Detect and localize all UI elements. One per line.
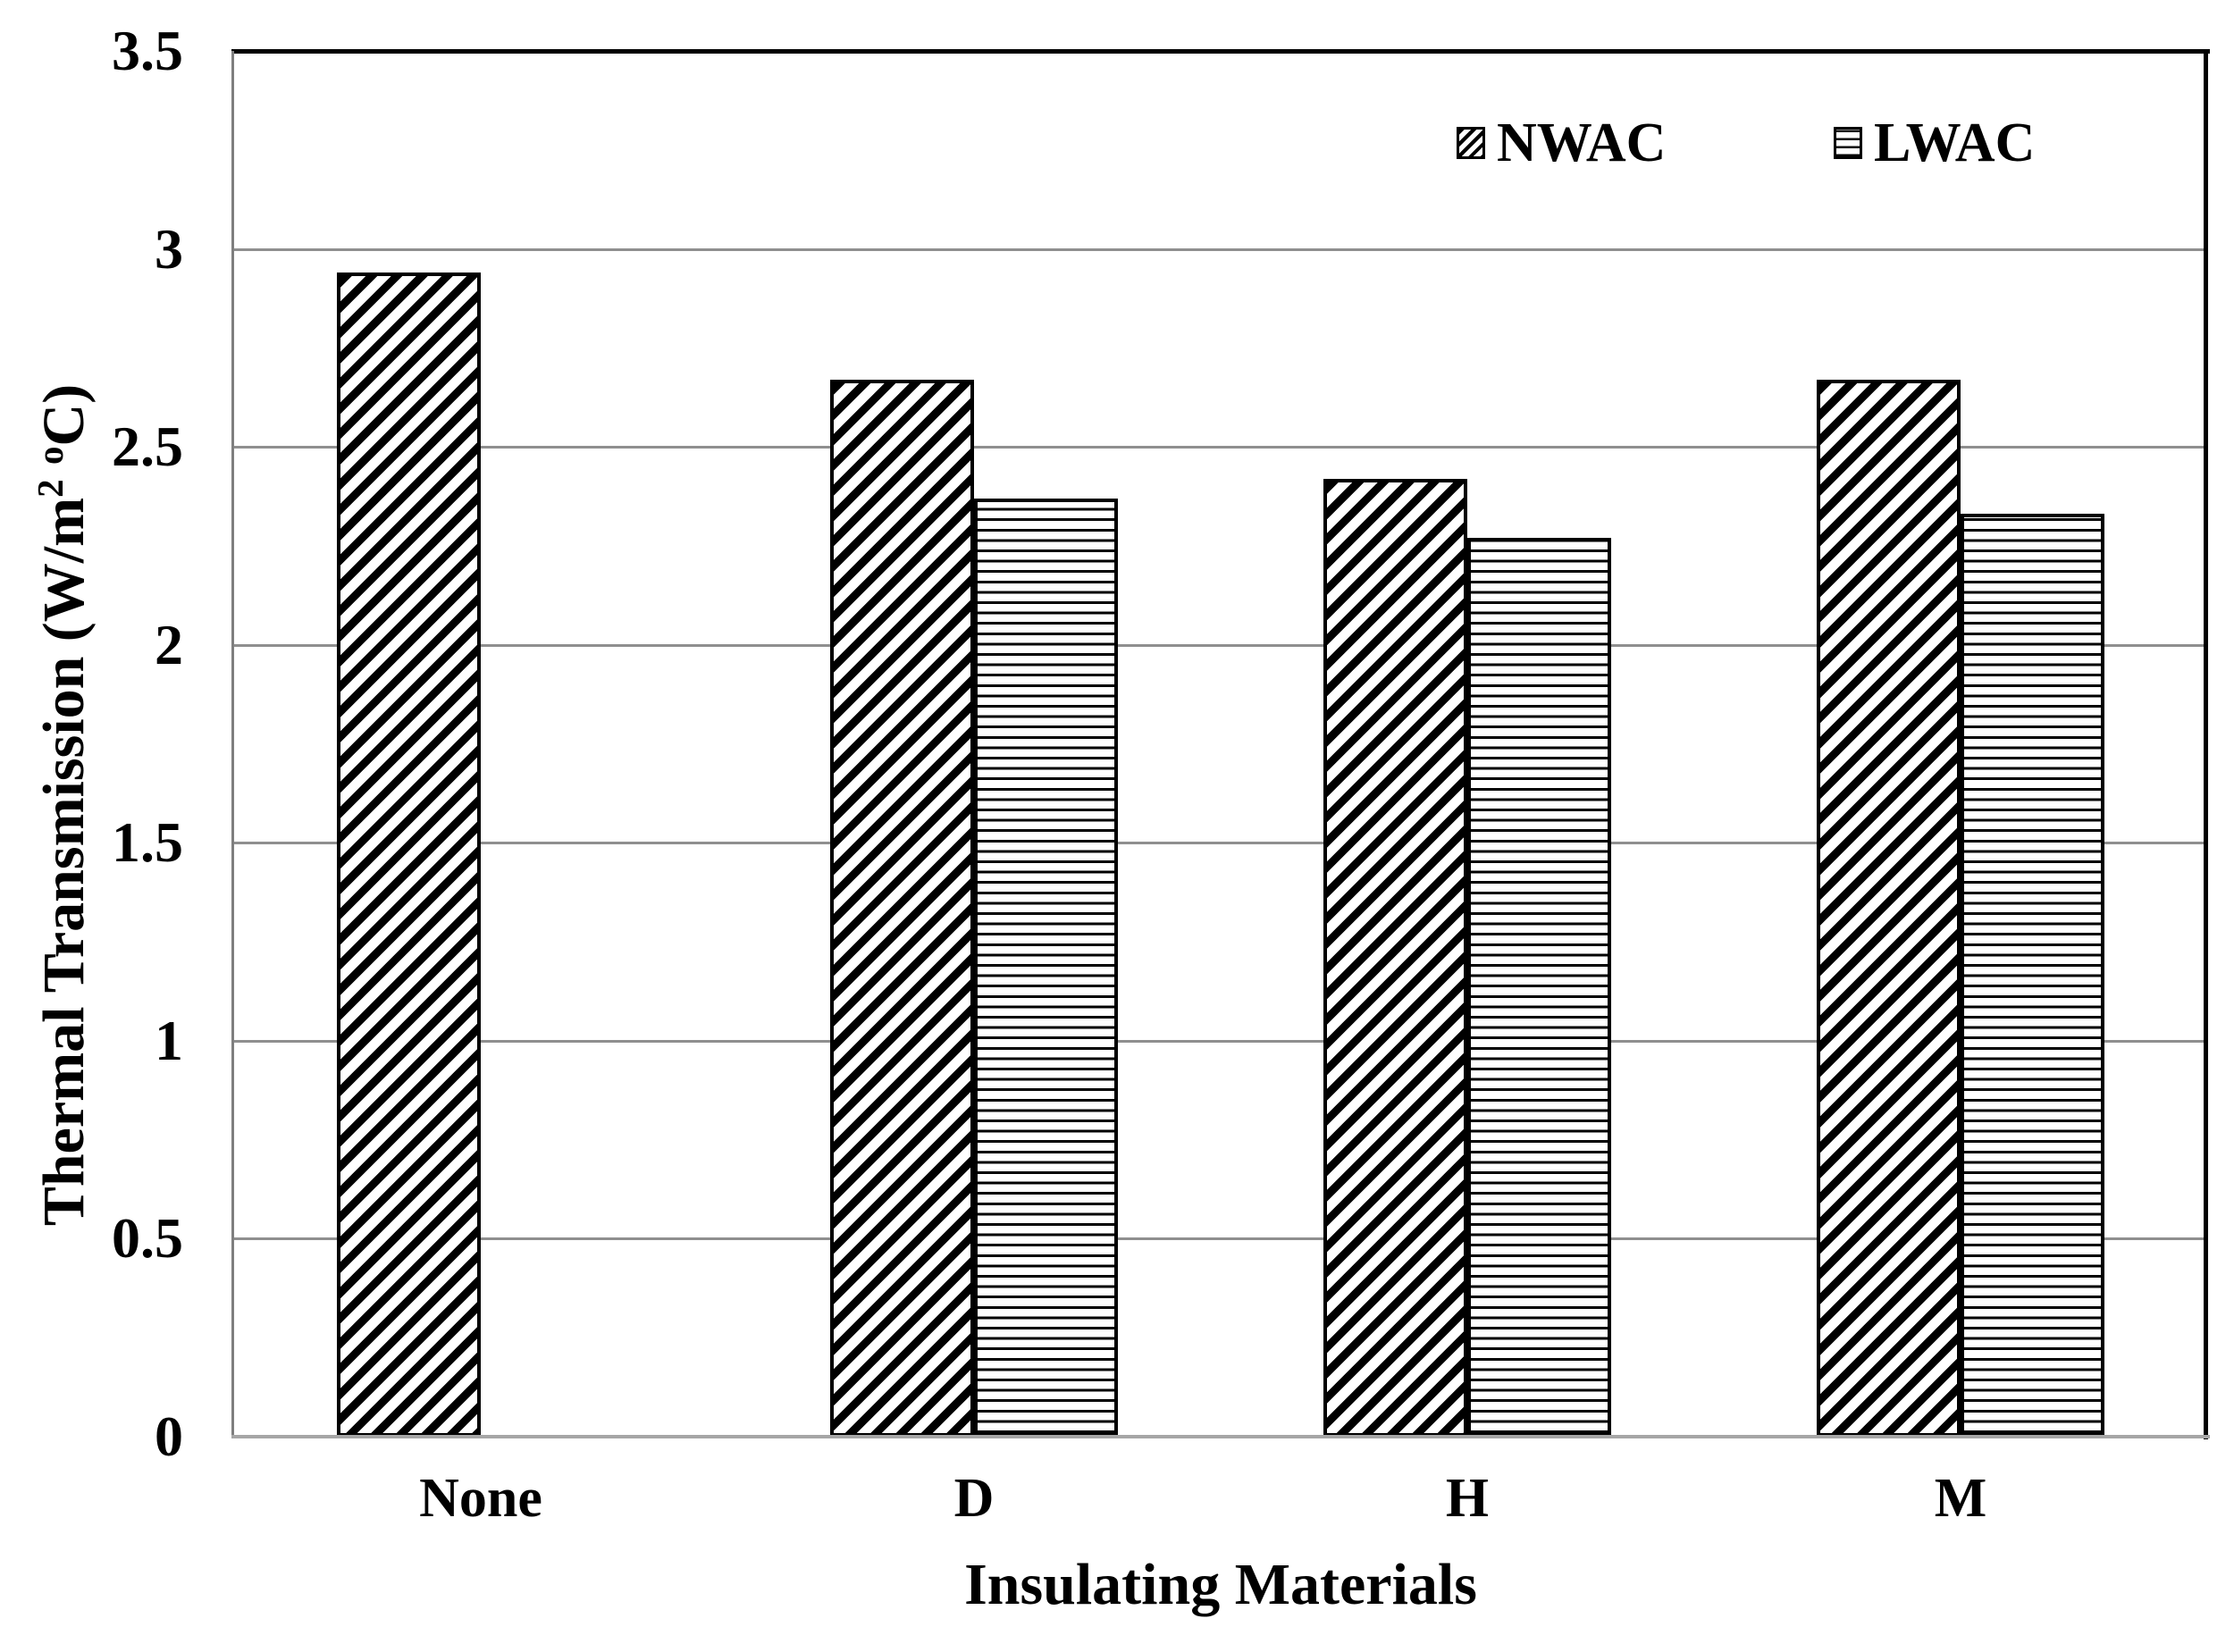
gridline-2.5: [234, 446, 2207, 449]
y-axis-title: Thermal Transmission (W/m2 oC): [25, 135, 104, 1475]
bar-nwac-m: [1817, 380, 1961, 1437]
gridline-1.0: [234, 1039, 2207, 1043]
gridline-2.0: [234, 643, 2207, 647]
x-axis-line: [231, 1435, 2210, 1438]
x-category-label-none: None: [419, 1468, 542, 1529]
y-tick-label-1.5: 1.5: [112, 810, 183, 875]
gridline-3.0: [234, 247, 2207, 251]
bar-lwac-d: [974, 499, 1118, 1437]
bar-lwac-m: [1961, 514, 2104, 1437]
y-axis-line: [231, 51, 234, 1437]
gridline-0.5: [234, 1237, 2207, 1241]
gridline-1.5: [234, 842, 2207, 845]
y-tick-label-0: 0: [155, 1405, 183, 1468]
y-tick-label-2: 2: [155, 612, 183, 676]
x-category-label-h: H: [1445, 1468, 1490, 1529]
y-tick-label-3.5: 3.5: [112, 19, 183, 82]
plot-border-right: [2204, 49, 2208, 1439]
plot-area: [234, 51, 2207, 1437]
y-tick-label-2.5: 2.5: [112, 415, 183, 479]
x-axis-title: Insulating Materials: [964, 1552, 1477, 1617]
diagonal-hatch-swatch-icon: [1457, 127, 1485, 159]
x-category-label-d: D: [953, 1468, 995, 1529]
y-axis-title-exponent: 2: [30, 479, 71, 498]
y-tick-label-1: 1: [155, 1008, 183, 1072]
bar-nwac-none: [337, 273, 481, 1437]
bar-nwac-d: [830, 380, 974, 1437]
x-category-label-m: M: [1934, 1468, 1987, 1529]
horizontal-lines-swatch-icon: [1834, 127, 1862, 159]
y-tick-label-0.5: 0.5: [112, 1206, 183, 1270]
bar-nwac-h: [1323, 479, 1467, 1437]
y-tick-label-3: 3: [155, 216, 183, 281]
legend-label-lwac: LWAC: [1874, 113, 2036, 173]
bar-lwac-h: [1467, 538, 1611, 1437]
legend-label-nwac: NWAC: [1497, 113, 1667, 173]
plot-border-top: [231, 49, 2210, 54]
legend-item-lwac: LWAC: [1834, 111, 2035, 175]
legend-item-nwac: NWAC: [1457, 111, 1666, 175]
